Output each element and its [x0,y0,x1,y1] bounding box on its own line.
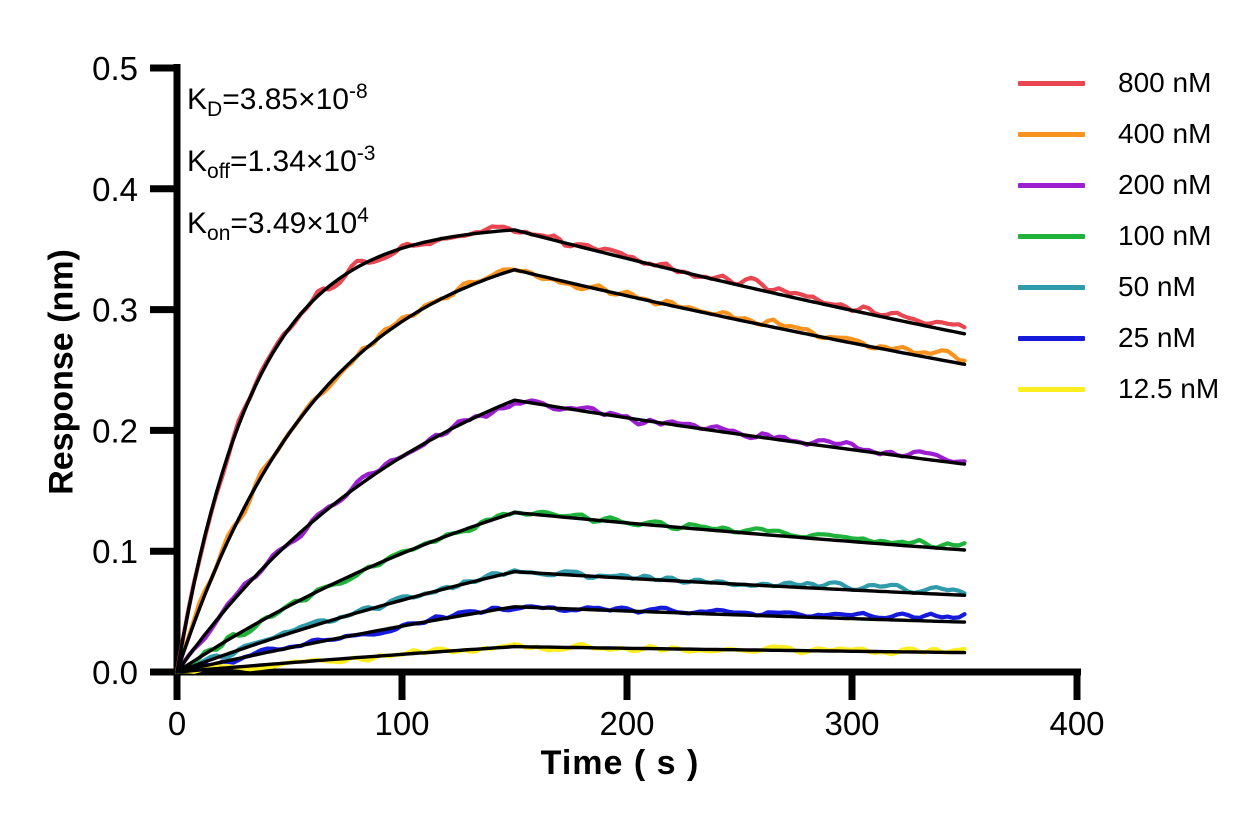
x-tick-label: 300 [824,705,879,742]
fit-200nM [175,398,967,674]
y-tick-label: 0.3 [92,292,138,329]
x-tick-label: 0 [168,705,186,742]
y-tick-label: 0.2 [92,412,138,449]
y-tick-label: 0.1 [92,533,138,570]
kd-value: KD=3.85×10-8 [187,80,368,121]
fit-25nM [175,605,967,674]
y-tick-label: 0.4 [92,171,138,208]
x-tick-label: 200 [599,705,654,742]
koff-value: Koff=1.34×10-3 [187,142,376,183]
fit-400nM [175,268,967,674]
y-tick-label: 0.5 [92,50,138,87]
fit-50nM [175,570,967,674]
kinetics-annotation: KD=3.85×10-8 Koff=1.34×10-3 Kon=3.49×104 [187,70,375,256]
x-tick-label: 100 [374,705,429,742]
x-axis-title: Time ( s ) [540,744,700,782]
fit-12.5nM [175,644,967,674]
x-tick-label: 400 [1049,705,1104,742]
trace-50nM [174,568,967,675]
kon-value: Kon=3.49×104 [187,204,369,245]
trace-100nM [174,509,967,675]
fit-100nM [175,510,967,674]
fit-800nM [175,228,967,674]
y-tick-label: 0.0 [92,654,138,691]
y-axis-title: Response (nm) [42,249,81,495]
